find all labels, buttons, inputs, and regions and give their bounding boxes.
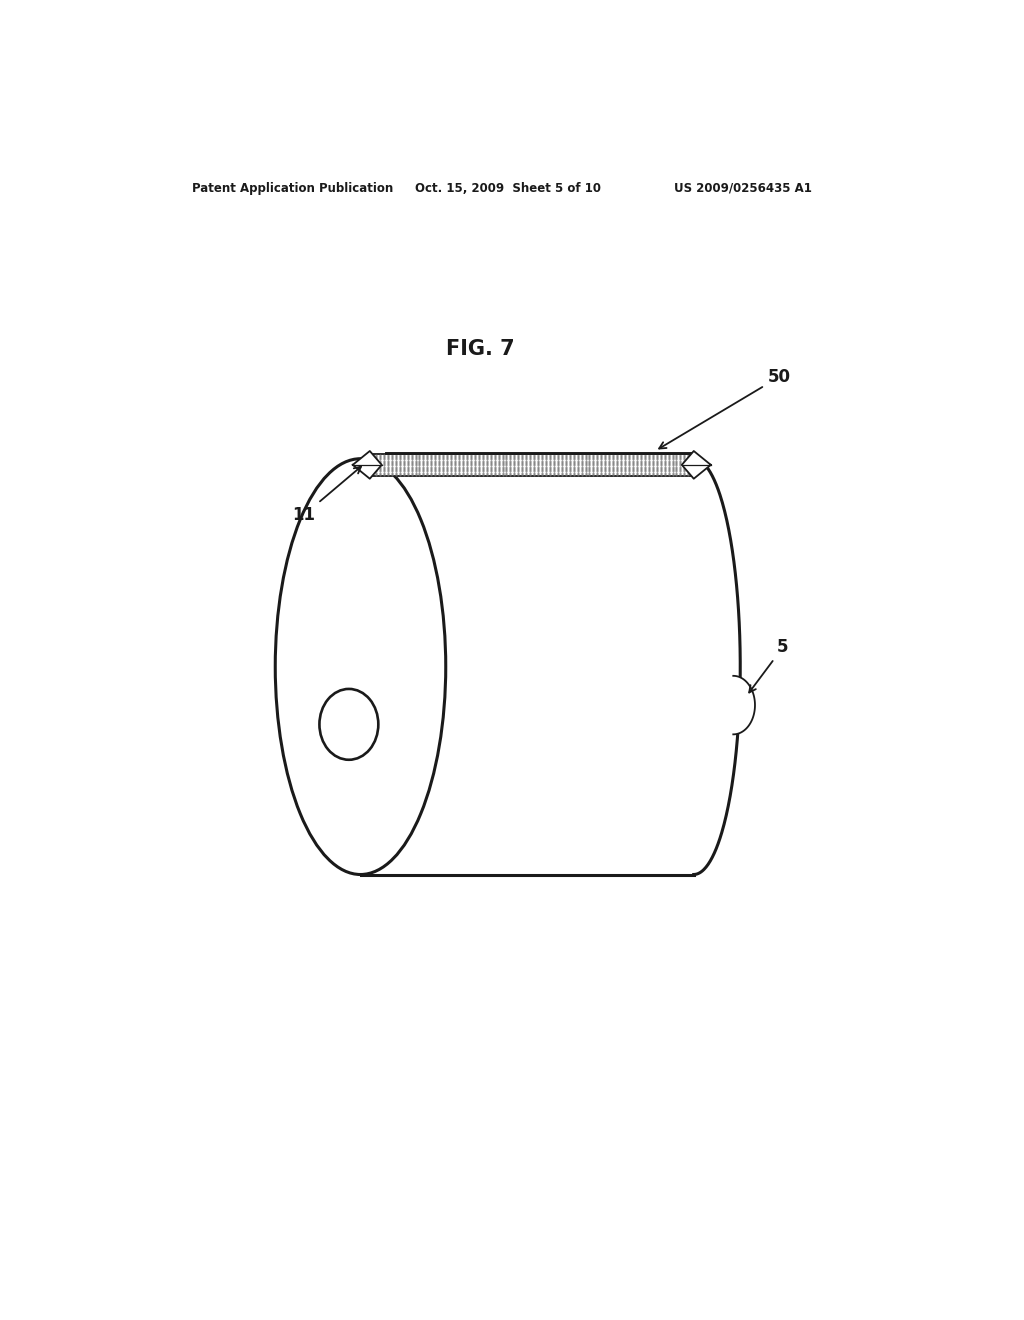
Polygon shape [682, 451, 711, 479]
Text: Oct. 15, 2009  Sheet 5 of 10: Oct. 15, 2009 Sheet 5 of 10 [415, 182, 601, 194]
Text: US 2009/0256435 A1: US 2009/0256435 A1 [675, 182, 812, 194]
Polygon shape [372, 454, 692, 475]
Text: 5: 5 [750, 639, 788, 693]
Text: 11: 11 [293, 466, 361, 524]
Polygon shape [360, 459, 693, 875]
Polygon shape [733, 676, 755, 734]
Polygon shape [352, 451, 382, 479]
Ellipse shape [275, 459, 445, 875]
Text: Patent Application Publication: Patent Application Publication [191, 182, 393, 194]
Text: 50: 50 [659, 368, 791, 449]
Text: FIG. 7: FIG. 7 [446, 339, 515, 359]
Ellipse shape [319, 689, 378, 760]
